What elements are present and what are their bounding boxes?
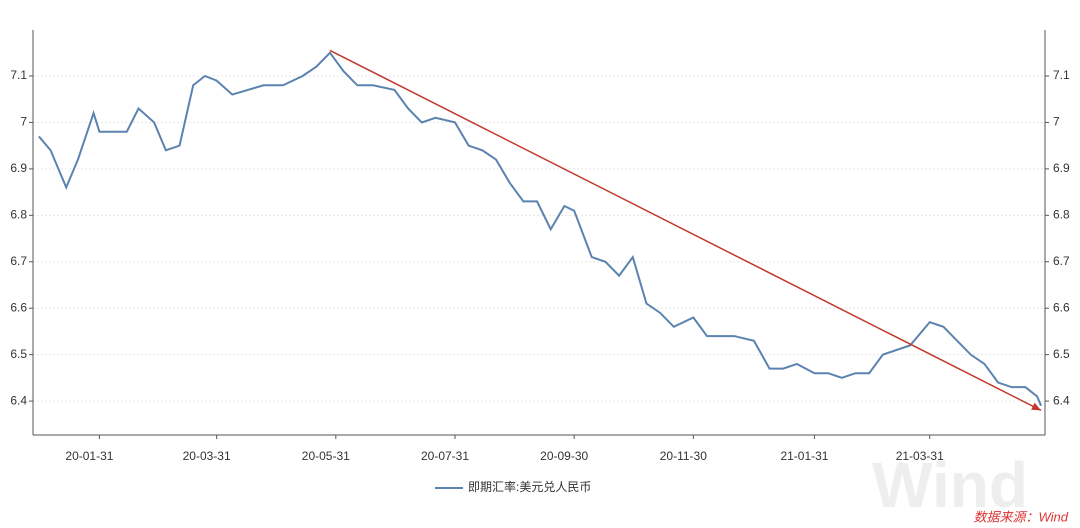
y-tick-label: 6.5 (10, 347, 27, 361)
x-tick-label: 20-01-31 (65, 449, 113, 463)
source: 数据来源：Wind (973, 509, 1068, 524)
y-tick-label: 6.7 (10, 254, 27, 268)
y-tick-label: 7.1 (10, 68, 27, 82)
y2-tick-label: 6.9 (1053, 161, 1070, 175)
y-tick-label: 6.9 (10, 161, 27, 175)
trend-line (329, 49, 1042, 412)
x-tick-label: 20-03-31 (183, 449, 231, 463)
legend-label: 即期汇率:美元兑人民币 (468, 479, 591, 494)
x-tick-label: 20-11-30 (660, 449, 707, 463)
y-tick-label: 6.6 (10, 300, 27, 314)
y2-tick-label: 6.5 (1053, 347, 1070, 361)
x-tick-label: 21-01-31 (780, 449, 828, 463)
y-tick-label: 7 (20, 115, 27, 129)
x-tick-label: 20-07-31 (421, 449, 469, 463)
y2-tick-label: 6.7 (1053, 254, 1070, 268)
watermark: Wind (872, 449, 1028, 521)
trend-arrow (1031, 402, 1042, 411)
y-tick-label: 6.4 (10, 393, 27, 407)
y2-tick-label: 6.8 (1053, 207, 1070, 221)
series-line (38, 51, 1043, 407)
y2-tick-label: 6.4 (1053, 393, 1070, 407)
y2-tick-label: 6.6 (1053, 300, 1070, 314)
y-tick-label: 6.8 (10, 207, 27, 221)
x-tick-label: 20-09-30 (540, 449, 588, 463)
y2-tick-label: 7.1 (1053, 68, 1070, 82)
x-tick-label: 20-05-31 (302, 449, 350, 463)
x-tick-label: 21-03-31 (896, 449, 944, 463)
y2-tick-label: 7 (1053, 115, 1060, 129)
